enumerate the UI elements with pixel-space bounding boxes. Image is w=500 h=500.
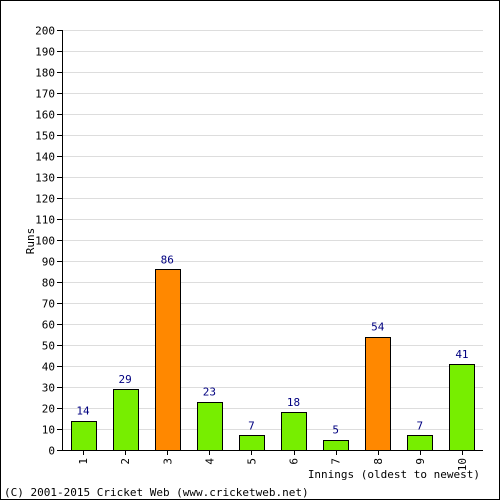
bar-value-label: 7 <box>417 419 424 432</box>
bar-value-label: 5 <box>332 424 339 437</box>
bar-value-label: 86 <box>161 253 174 266</box>
x-tick-label: 7 <box>330 458 343 465</box>
x-tick-label: 2 <box>119 458 132 465</box>
bar-value-label: 18 <box>287 396 300 409</box>
labels-layer: 0102030405060708090100110120130140150160… <box>35 25 469 472</box>
bar-innings-5 <box>239 435 265 451</box>
x-tick-label: 3 <box>161 458 174 465</box>
x-axis-label: Innings (oldest to newest) <box>308 468 480 481</box>
y-tick-label: 190 <box>35 46 55 59</box>
bar-innings-9 <box>407 435 433 451</box>
y-tick-label: 110 <box>35 214 55 227</box>
bar-innings-10 <box>449 364 475 451</box>
bar-innings-2 <box>113 389 139 451</box>
grid-layer <box>62 30 483 451</box>
x-tick-label: 6 <box>288 458 301 465</box>
bar-innings-3 <box>155 269 181 451</box>
x-tick-label: 5 <box>245 458 258 465</box>
y-tick-label: 60 <box>42 319 55 332</box>
y-tick-label: 0 <box>48 445 55 458</box>
bar-innings-8 <box>365 337 391 451</box>
bar-value-label: 7 <box>248 419 255 432</box>
x-tick-label: 1 <box>77 458 90 465</box>
y-axis-label: Runs <box>24 228 37 255</box>
y-tick-label: 130 <box>35 172 55 185</box>
y-tick-label: 180 <box>35 67 55 80</box>
y-tick-label: 10 <box>42 424 55 437</box>
y-tick-label: 40 <box>42 361 55 374</box>
bar-innings-4 <box>197 402 223 451</box>
y-tick-label: 120 <box>35 193 55 206</box>
y-tick-label: 30 <box>42 382 55 395</box>
bar-innings-1 <box>71 421 97 451</box>
bar-value-label: 29 <box>119 373 132 386</box>
y-tick-label: 70 <box>42 298 55 311</box>
y-tick-label: 100 <box>35 235 55 248</box>
y-tick-label: 150 <box>35 130 55 143</box>
bar-value-label: 23 <box>203 386 216 399</box>
y-tick-label: 140 <box>35 151 55 164</box>
bars-layer <box>71 269 475 451</box>
x-tick-label: 8 <box>372 458 385 465</box>
bar-innings-6 <box>281 412 307 451</box>
x-tick-label: 4 <box>203 458 216 465</box>
x-tick-label: 9 <box>414 458 427 465</box>
bar-value-label: 54 <box>371 321 385 334</box>
y-tick-label: 50 <box>42 340 55 353</box>
bar-value-label: 41 <box>455 348 468 361</box>
y-tick-label: 160 <box>35 109 55 122</box>
y-tick-label: 20 <box>42 403 55 416</box>
axes-layer <box>57 30 483 455</box>
x-tick-label: 10 <box>456 458 469 471</box>
y-tick-label: 200 <box>35 25 55 38</box>
y-tick-label: 90 <box>42 256 55 269</box>
bar-value-label: 14 <box>76 405 90 418</box>
bar-innings-7 <box>323 440 349 451</box>
copyright-footer: (C) 2001-2015 Cricket Web (www.cricketwe… <box>4 486 309 499</box>
y-tick-label: 170 <box>35 88 55 101</box>
y-tick-label: 80 <box>42 277 55 290</box>
